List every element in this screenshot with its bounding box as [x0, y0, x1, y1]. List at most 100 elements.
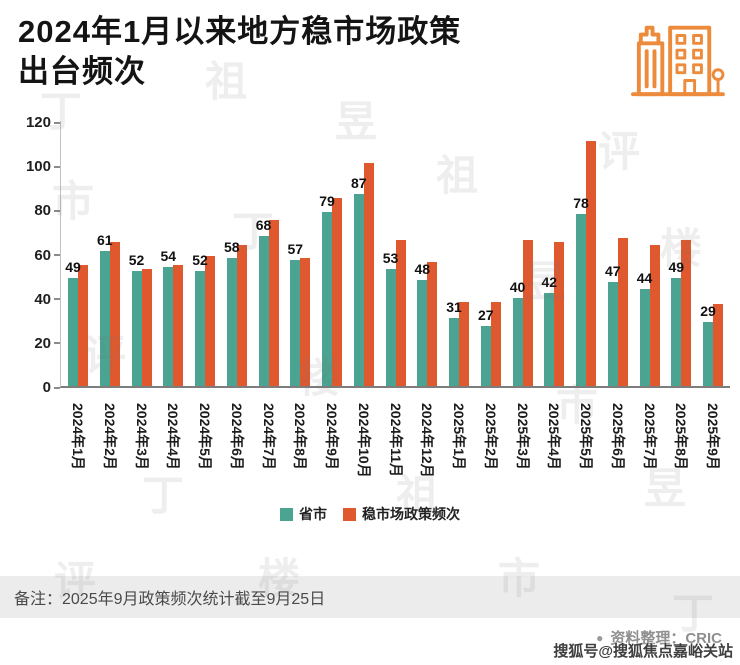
- bar-provinces: [703, 321, 713, 386]
- y-axis-tick: 60: [34, 247, 60, 264]
- bar-group: 29: [698, 121, 728, 386]
- bar-policy-frequency: [617, 238, 628, 386]
- x-axis-label: 2025年3月: [514, 403, 531, 470]
- bar-policy-frequency: [649, 244, 660, 386]
- bar-group: 57: [285, 121, 315, 386]
- bar-provinces: [226, 257, 237, 386]
- bar-group: 44: [635, 121, 665, 386]
- bar-group: 54: [158, 121, 188, 386]
- bar-policy-frequency: [681, 240, 692, 386]
- bar-group: 53: [381, 121, 411, 386]
- bar-policy-frequency: [363, 162, 374, 386]
- bar-value-label: 61: [96, 232, 113, 249]
- x-axis-label: 2024年2月: [101, 403, 118, 470]
- bar-group: 49: [666, 121, 696, 386]
- x-axis-label: 2024年9月: [324, 403, 340, 470]
- legend-item: 省市: [280, 504, 327, 524]
- x-axis-label: 2025年1月: [451, 403, 467, 470]
- legend-label: 省市: [299, 506, 327, 522]
- page-title-line1: 2024年1月以来地方稳市场政策: [18, 14, 462, 49]
- bar-value-label: 27: [477, 307, 494, 324]
- bar-value-label: 87: [350, 174, 367, 191]
- x-axis-label: 2024年7月: [260, 403, 277, 470]
- bar-policy-frequency: [268, 220, 279, 386]
- bar-group: 87: [349, 121, 379, 386]
- y-axis-tick: 40: [34, 291, 60, 308]
- x-axis-label: 2024年1月: [70, 403, 86, 470]
- bar-provinces: [449, 317, 459, 386]
- bar-group: 40: [508, 121, 538, 386]
- bar-value-label: 48: [414, 261, 431, 277]
- bar-group: 31: [444, 121, 474, 386]
- bar-value-label: 42: [541, 274, 558, 291]
- bar-provinces: [290, 260, 301, 386]
- bar-value-label: 29: [700, 302, 716, 319]
- bar-value-label: 52: [128, 252, 145, 269]
- bar-group: 52: [190, 121, 220, 386]
- legend-swatch: [280, 507, 293, 521]
- bar-provinces: [544, 293, 555, 386]
- bar-value-label: 58: [223, 238, 240, 255]
- plot-area: 49 61 52 54 52 58 68 57 79 87 53 48 31 27 40 42 78 47 44 49…: [60, 121, 730, 388]
- bar-group: 61: [95, 121, 125, 386]
- bar-group: 47: [603, 121, 633, 386]
- bar-group: 68: [254, 121, 284, 386]
- bar-policy-frequency: [522, 240, 533, 386]
- bar-value-label: 79: [319, 192, 335, 209]
- bar-group: 78: [571, 121, 601, 386]
- bar-policy-frequency: [713, 304, 723, 386]
- bar-policy-frequency: [205, 255, 215, 386]
- x-axis-label: 2025年5月: [578, 403, 594, 470]
- x-axis-label: 2024年3月: [133, 403, 150, 470]
- bar-value-label: 78: [573, 194, 589, 211]
- bar-provinces: [671, 277, 682, 386]
- x-axis-label: 2025年9月: [705, 403, 721, 470]
- bar-group: 58: [222, 121, 252, 386]
- bar-policy-frequency: [427, 262, 438, 386]
- bar-provinces: [322, 211, 332, 386]
- y-axis-tick: 80: [34, 202, 60, 219]
- bar-group: 27: [476, 121, 506, 386]
- bar-policy-frequency: [300, 257, 311, 386]
- bar-policy-frequency: [459, 302, 469, 386]
- y-axis-tick: 20: [34, 335, 60, 352]
- bar-provinces: [163, 266, 174, 386]
- x-axis-labels: 2024年1月 2024年2月 2024年3月 2024年4月 2024年5月 2024年…: [61, 388, 730, 494]
- bar-policy-frequency: [141, 268, 152, 386]
- x-axis-label: 2024年12月: [419, 403, 436, 478]
- y-axis-tick: 0: [43, 379, 60, 396]
- bar-group: 79: [317, 121, 347, 386]
- bar-provinces: [385, 268, 396, 386]
- bar-group: 49: [63, 121, 93, 386]
- header: 2024年1月以来地方稳市场政策 出台频次: [0, 0, 740, 107]
- bar-provinces: [607, 282, 618, 386]
- x-axis-label: 2024年11月: [387, 403, 404, 477]
- bar-policy-frequency: [332, 198, 342, 386]
- bar-value-label: 47: [604, 263, 621, 280]
- sohu-watermark: 搜狐号@搜狐焦点嘉峪关站: [553, 643, 733, 660]
- source-row: ● 资料整理：CRIC: [0, 618, 740, 648]
- bar-value-label: 49: [65, 258, 81, 275]
- bar-value-label: 53: [382, 249, 399, 266]
- x-axis-label: 2025年6月: [609, 403, 626, 470]
- bar-policy-frequency: [236, 244, 247, 386]
- buildings-icon: [626, 14, 726, 107]
- bar-value-label: 54: [160, 247, 177, 264]
- bar-provinces: [512, 297, 523, 386]
- bar-group: 42: [539, 121, 569, 386]
- bar-provinces: [195, 271, 205, 386]
- bar-policy-frequency: [173, 264, 184, 386]
- chart-legend: 省市 稳市场政策频次: [0, 504, 740, 524]
- y-axis-tick: 120: [26, 114, 60, 131]
- page-title: 2024年1月以来地方稳市场政策 出台频次: [18, 12, 461, 91]
- x-axis-label: 2024年10月: [355, 403, 372, 478]
- bar-policy-frequency: [490, 302, 501, 386]
- bar-provinces: [258, 235, 269, 386]
- source-bullet-icon: ●: [596, 630, 604, 645]
- x-axis-label: 2025年4月: [546, 403, 563, 470]
- x-axis-label: 2024年8月: [292, 403, 309, 470]
- chart: 0 20 40 60 80 100 120 49 61 52 54 52 58 68 57 79 87 53 48…: [0, 114, 740, 494]
- bar-value-label: 52: [192, 252, 208, 269]
- bar-value-label: 68: [255, 216, 272, 233]
- bar-provinces: [131, 271, 142, 386]
